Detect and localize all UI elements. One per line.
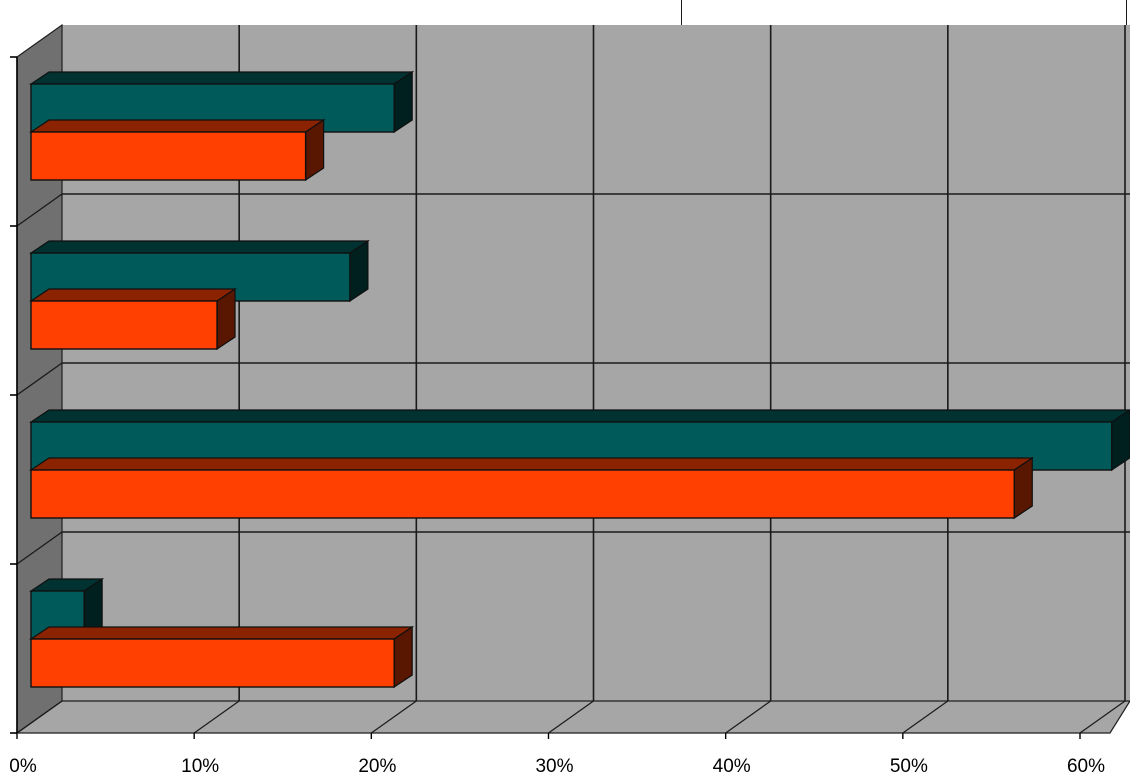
bar-front-face [30,300,218,350]
bar [29,625,415,689]
chart-ticks [10,56,1081,739]
side-gridline [16,362,63,396]
bar-top-face [29,409,1130,423]
chart-tick-labels: 0% 10% 20% 30% 40% 50% 60% [9,756,1105,777]
bar-front-face [30,131,307,181]
chart-bars [29,70,1130,689]
bar [29,118,326,182]
floor [15,700,1130,734]
x-tick-label: 40% [713,756,751,777]
side-gridline [16,531,63,565]
side-gridline [16,193,63,227]
bar-front-face [30,469,1015,519]
x-tick-label: 0% [9,756,37,777]
bar-front-face [30,638,395,688]
bar [29,287,238,351]
floor-gridline [902,700,949,734]
bar-top-face [29,626,415,640]
x-tick-label: 20% [358,756,396,777]
floor-gridline [548,700,594,734]
x-tick-label: 60% [1067,756,1105,777]
bar [29,239,370,303]
bar-top-face [29,119,326,133]
x-tick-label: 10% [181,756,219,777]
bar-top-face [29,240,370,254]
bar-top-face [29,288,238,302]
bar-top-face [29,71,415,85]
floor-gridline [193,700,240,734]
floor-gridline [16,700,63,734]
chart-gridlines [16,25,1130,734]
x-tick-label: 30% [535,756,573,777]
floor-gridline [1079,700,1126,734]
bar-top-face [29,457,1035,471]
floor-gridline [370,700,417,734]
x-tick-label: 50% [890,756,928,777]
bar [29,456,1035,520]
floor-gridline [725,700,772,734]
